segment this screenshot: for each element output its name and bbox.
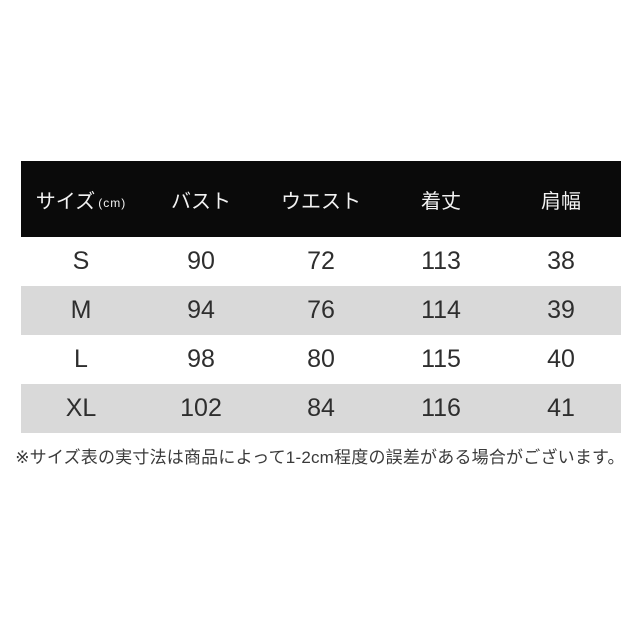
cell-shoulder: 40 (547, 345, 575, 373)
cell-size: L (74, 345, 88, 373)
cell-length: 114 (421, 296, 461, 324)
size-chart-table: サイズ (cm) バスト ウエスト 着丈 肩幅 S 90 72 113 38 M … (21, 161, 621, 433)
table-row-xl: XL 102 84 116 41 (21, 384, 621, 433)
cell-length: 113 (421, 247, 461, 275)
cell-length: 115 (421, 345, 461, 373)
table-row-l: L 98 80 115 40 (21, 335, 621, 384)
header-size-label: サイズ (35, 190, 96, 213)
header-shoulder: 肩幅 (541, 190, 581, 213)
header-bust: バスト (171, 190, 231, 213)
cell-waist: 80 (307, 345, 335, 373)
cell-shoulder: 41 (547, 394, 575, 422)
cell-bust: 94 (187, 296, 215, 324)
table-row-s: S 90 72 113 38 (21, 237, 621, 286)
cell-bust: 102 (180, 394, 222, 422)
cell-size: M (70, 296, 92, 324)
cell-waist: 84 (307, 394, 335, 422)
table-row-m: M 94 76 114 39 (21, 286, 621, 335)
size-chart-footnote: ※サイズ表の実寸法は商品によって1-2cm程度の誤差がある場合がございます。 (15, 448, 625, 467)
header-waist: ウエスト (281, 190, 361, 213)
header-length: 着丈 (421, 190, 461, 213)
cell-size: XL (65, 394, 97, 422)
cell-length: 116 (421, 394, 461, 422)
cell-shoulder: 39 (547, 296, 575, 324)
cell-size: S (72, 247, 90, 275)
cell-waist: 76 (307, 296, 335, 324)
size-chart-header-row: サイズ (cm) バスト ウエスト 着丈 肩幅 (21, 161, 621, 237)
header-size-unit: (cm) (98, 195, 127, 210)
cell-bust: 98 (187, 345, 215, 373)
header-size: サイズ (cm) (21, 185, 141, 214)
cell-waist: 72 (307, 247, 335, 275)
cell-bust: 90 (187, 247, 215, 275)
cell-shoulder: 38 (547, 247, 575, 275)
